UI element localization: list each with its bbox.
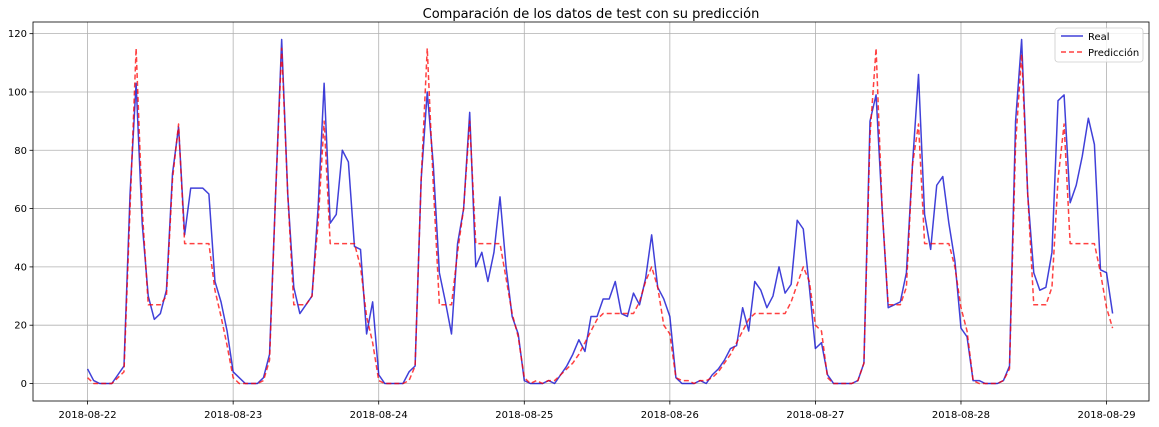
series-line-1 <box>87 47 1114 385</box>
y-tick-label: 0 <box>21 379 27 390</box>
x-tick-label: 2018-08-24 <box>350 410 408 421</box>
legend-label-prediccion: Predicción <box>1088 47 1139 59</box>
x-tick-label: 2018-08-28 <box>932 410 990 421</box>
x-tick-label: 2018-08-29 <box>1077 410 1135 421</box>
y-tick-label: 100 <box>8 87 27 98</box>
x-tick-label: 2018-08-22 <box>59 410 117 421</box>
grid <box>33 22 1149 401</box>
x-axis: 2018-08-22 2018-08-23 2018-08-24 2018-08-25… <box>59 401 1136 421</box>
x-tick-label: 2018-08-25 <box>495 410 553 421</box>
chart-title: Comparación de los datos de test con su … <box>423 7 760 22</box>
x-tick-label: 2018-08-27 <box>786 410 844 421</box>
series-line-0 <box>86 38 1114 385</box>
y-tick-label: 80 <box>14 146 27 157</box>
y-axis: 0 20 40 60 80 100 120 <box>8 29 33 390</box>
legend-label-real: Real <box>1088 32 1110 43</box>
x-tick-label: 2018-08-23 <box>204 410 262 421</box>
y-tick-label: 60 <box>14 204 27 215</box>
x-tick-label: 2018-08-26 <box>641 410 699 421</box>
y-tick-label: 20 <box>14 321 27 332</box>
series-lines <box>86 38 1114 385</box>
legend: Real Predicción <box>1054 27 1144 63</box>
plot-frame <box>32 21 1150 402</box>
y-tick-label: 120 <box>8 29 27 40</box>
y-tick-label: 40 <box>14 262 27 273</box>
